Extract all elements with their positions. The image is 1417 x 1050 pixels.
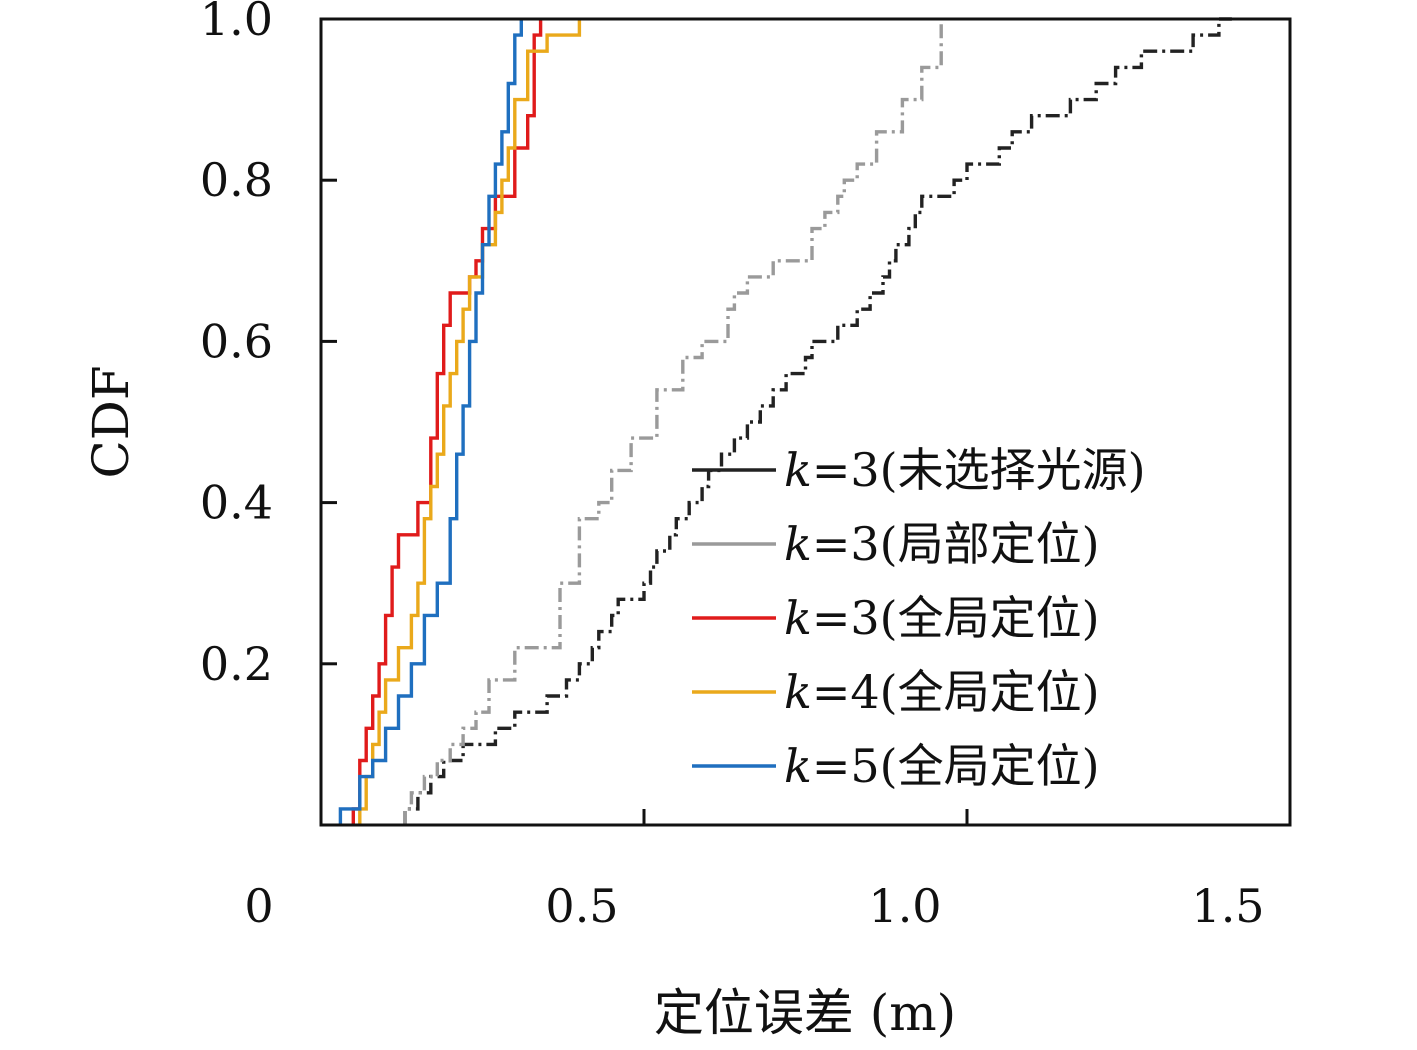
series-line-4 — [358, 19, 582, 825]
x-tick-label: 0 — [244, 879, 273, 933]
y-tick-label: 0.6 — [200, 314, 273, 368]
legend-label: k=4(全局定位) — [784, 665, 1100, 719]
legend-label: k=5(全局定位) — [784, 739, 1100, 793]
x-tick-label: 1.5 — [1191, 879, 1264, 933]
legend-label: k=3(局部定位) — [784, 517, 1100, 571]
series-layer — [338, 17, 1232, 825]
y-axis-title: CDF — [82, 365, 140, 478]
y-tick-label: 0.2 — [200, 637, 273, 691]
x-tick-label: 1.0 — [868, 879, 941, 933]
legend: k=3(未选择光源) k=3(局部定位) k=3(全局定位) k=4(全局定位) k=5… — [692, 443, 1146, 793]
x-tick-label: 0.5 — [545, 879, 618, 933]
ticks-layer: 0.2 0.4 0.6 0.8 1.0 0 0.5 1.0 1.5 — [200, 0, 1292, 933]
series-line-2 — [403, 19, 943, 825]
series-line-1 — [403, 17, 1232, 825]
y-tick-label: 0.4 — [200, 476, 273, 530]
plot-frame — [319, 17, 1292, 827]
series-line-3 — [351, 19, 543, 825]
y-tick-label: 1.0 — [200, 0, 273, 46]
legend-label: k=3(全局定位) — [784, 591, 1100, 645]
legend-label: k=3(未选择光源) — [784, 443, 1146, 497]
x-axis-title: 定位误差 (m) — [654, 984, 956, 1042]
y-tick-label: 0.8 — [200, 153, 273, 207]
series-line-5 — [338, 19, 523, 825]
